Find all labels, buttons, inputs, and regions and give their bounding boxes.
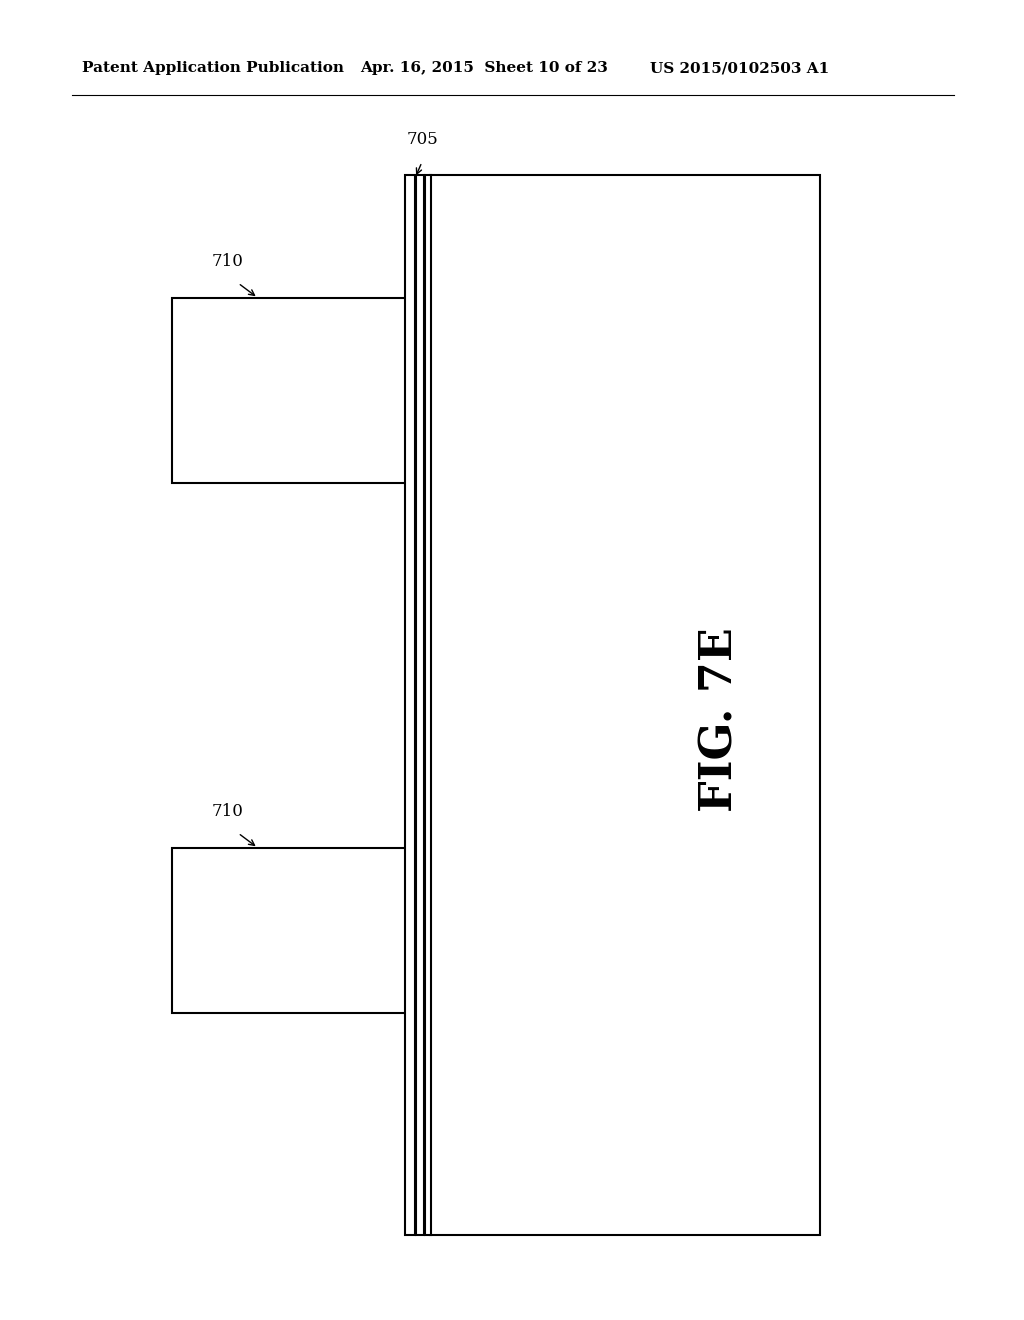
Bar bbox=[172, 298, 407, 483]
Text: 705: 705 bbox=[407, 131, 438, 148]
Bar bbox=[172, 847, 407, 1012]
Text: US 2015/0102503 A1: US 2015/0102503 A1 bbox=[650, 61, 829, 75]
Bar bbox=[425, 176, 431, 1236]
Bar bbox=[430, 176, 820, 1236]
Text: 710: 710 bbox=[212, 253, 244, 271]
Bar bbox=[416, 176, 424, 1236]
Text: 710: 710 bbox=[212, 803, 244, 820]
Bar bbox=[406, 176, 415, 1236]
Text: FIG. 7E: FIG. 7E bbox=[698, 627, 741, 812]
Text: Apr. 16, 2015  Sheet 10 of 23: Apr. 16, 2015 Sheet 10 of 23 bbox=[360, 61, 608, 75]
Text: Patent Application Publication: Patent Application Publication bbox=[82, 61, 344, 75]
